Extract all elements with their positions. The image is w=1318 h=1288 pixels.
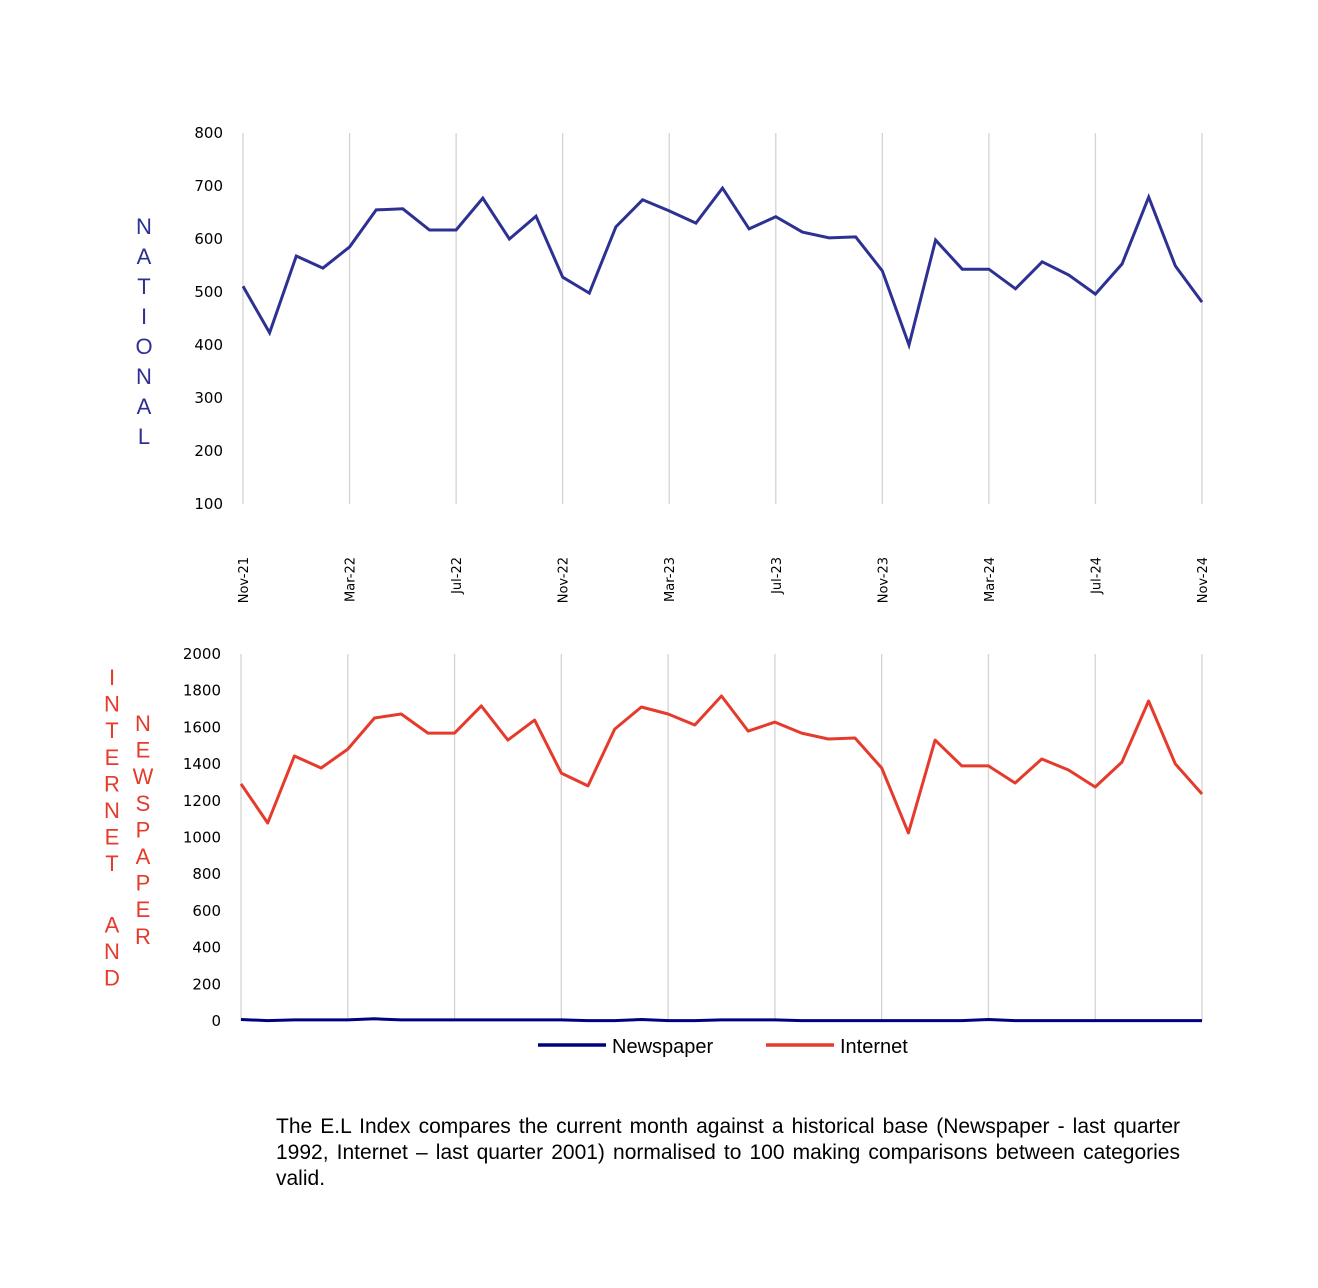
- newspaper-y-label-letter: S: [136, 791, 151, 816]
- internet-newspaper-y-tick-label: 1600: [183, 718, 221, 736]
- national-line: [241, 185, 1204, 351]
- internet-newspaper-y-tick-label: 1000: [183, 829, 221, 847]
- newspaper-y-label-letter: W: [133, 764, 154, 789]
- national-y-label-letter: N: [136, 364, 152, 389]
- internet-y-label-letter: E: [105, 745, 120, 770]
- national-x-tick-label: Jul-23: [770, 557, 785, 595]
- national-x-tick-label: Jul-24: [1089, 557, 1104, 595]
- internet-y-label-letter: D: [104, 966, 120, 991]
- national-y-label-letter: L: [138, 424, 150, 449]
- national-y-tick-label: 400: [194, 336, 223, 354]
- internet-newspaper-gridlines: [240, 654, 1203, 1021]
- internet-y-label-letter: E: [105, 825, 120, 850]
- national-y-tick-label: 800: [194, 124, 223, 142]
- national-gridlines: [242, 133, 1203, 504]
- national-x-tick-label: Nov-22: [557, 557, 572, 603]
- national-series: [241, 185, 1204, 351]
- internet-newspaper-y-tick-label: 1400: [183, 755, 221, 773]
- internet-y-label-letter: T: [105, 851, 118, 876]
- national-y-tick-label: 200: [194, 442, 223, 460]
- national-x-tick-label: Nov-24: [1196, 557, 1211, 603]
- national-y-tick-label: 300: [194, 389, 223, 407]
- national-y-label-letter: I: [141, 304, 147, 329]
- national-y-label-letter: N: [136, 214, 152, 239]
- national-y-label-letter: A: [137, 394, 152, 419]
- legend-newspaper-label: Newspaper: [612, 1036, 714, 1058]
- newspaper-line: [240, 1017, 1202, 1023]
- national-y-label-letter: O: [135, 334, 152, 359]
- internet-y-label-letter: I: [109, 665, 115, 690]
- legend-internet-label: Internet: [840, 1036, 908, 1058]
- internet-y-label-letter: N: [104, 939, 120, 964]
- national-y-tick-label: 700: [194, 177, 223, 195]
- national-x-tick-label: Nov-23: [876, 557, 891, 603]
- newspaper-y-label-letter: P: [136, 817, 151, 842]
- internet-newspaper-y-tick-label: 1800: [183, 682, 221, 700]
- internet-newspaper-y-tick-label: 800: [192, 865, 221, 883]
- internet-line: [239, 694, 1204, 835]
- national-y-label-letter: A: [137, 244, 152, 269]
- internet-newspaper-y-axis: 0 200 400 600 800 1000 1200 1400 1600 1800 2000: [183, 645, 221, 1030]
- internet-newspaper-y-tick-label: 1200: [183, 792, 221, 810]
- internet-y-label-letter: A: [105, 912, 120, 937]
- internet-y-label-letter: N: [104, 798, 120, 823]
- national-y-tick-label: 500: [194, 283, 223, 301]
- internet-y-label-letter: R: [104, 771, 120, 796]
- internet-y-label-letter: N: [104, 692, 120, 717]
- newspaper-y-label-letter: R: [135, 924, 151, 949]
- legend: Newspaper Internet: [538, 1036, 908, 1058]
- newspaper-y-label-letter: E: [136, 897, 151, 922]
- internet-newspaper-series: [239, 694, 1204, 1023]
- newspaper-y-label-letter: N: [135, 711, 151, 736]
- national-x-tick-label: Mar-22: [344, 557, 359, 602]
- national-chart: 100 200 300 400 500 600 700 800 Nov-21 Mar-22 Jul…: [135, 124, 1211, 603]
- internet-y-label-letter: T: [105, 718, 118, 743]
- national-y-tick-label: 100: [194, 495, 223, 513]
- national-x-axis: Nov-21 Mar-22 Jul-22 Nov-22 Mar-23 Jul-23 Nov-…: [237, 557, 1211, 603]
- national-y-label-letter: T: [137, 274, 150, 299]
- national-x-tick-label: Nov-21: [237, 557, 252, 603]
- internet-newspaper-y-tick-label: 2000: [183, 645, 221, 663]
- national-y-tick-label: 600: [194, 230, 223, 248]
- newspaper-y-label-letter: A: [136, 844, 151, 869]
- internet-newspaper-y-tick-label: 0: [211, 1012, 221, 1030]
- internet-newspaper-y-tick-label: 600: [192, 902, 221, 920]
- internet-newspaper-y-tick-label: 400: [192, 939, 221, 957]
- national-x-tick-label: Mar-23: [663, 557, 678, 602]
- newspaper-y-label-letter: E: [136, 738, 151, 763]
- footnote: The E.L Index compares the current month…: [276, 1115, 1180, 1190]
- internet-newspaper-y-tick-label: 200: [192, 975, 221, 993]
- national-x-tick-label: Mar-24: [983, 557, 998, 602]
- national-x-tick-label: Jul-22: [450, 557, 465, 595]
- newspaper-y-label-letter: P: [136, 871, 151, 896]
- national-y-axis: 100 200 300 400 500 600 700 800: [194, 124, 223, 513]
